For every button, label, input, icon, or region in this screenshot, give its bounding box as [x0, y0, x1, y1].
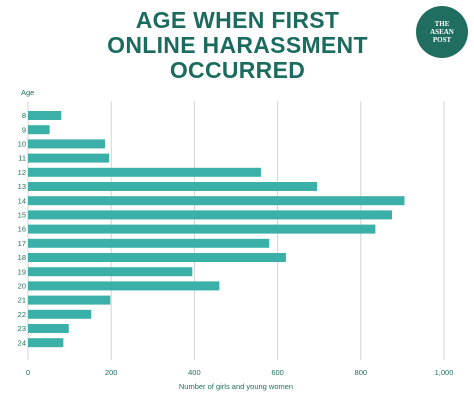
bar-age-23	[28, 324, 69, 333]
bars	[28, 111, 405, 348]
y-tick-label: 11	[18, 154, 26, 163]
y-tick-label: 12	[18, 168, 26, 177]
title-line-2: ONLINE HARASSMENT	[107, 32, 368, 58]
x-tick-labels: 0 200 400 600 800 1,000	[26, 368, 453, 377]
bar-age-21	[28, 295, 111, 305]
x-axis-label: Number of girls and young women	[179, 382, 293, 391]
y-tick-label: 20	[18, 282, 26, 291]
title-line-3: OCCURRED	[169, 57, 306, 83]
y-tick-label: 16	[18, 225, 26, 234]
y-tick-label: 24	[18, 338, 26, 347]
bar-age-19	[28, 267, 193, 277]
x-tick-label: 200	[105, 368, 118, 377]
logo-line-2: ASEAN	[430, 28, 454, 36]
chart-title: AGE WHEN FIRST ONLINE HARASSMENT OCCURRE…	[60, 8, 415, 83]
y-tick-label: 9	[22, 125, 26, 134]
y-tick-label: 22	[18, 310, 26, 319]
bar-age-13	[28, 182, 318, 191]
y-tick-label: 23	[18, 324, 26, 333]
bar-age-18	[28, 253, 286, 262]
asean-post-logo: THE ASEAN POST	[416, 6, 468, 58]
y-tick-label: 14	[18, 196, 26, 205]
logo-text: THE ASEAN POST	[416, 20, 468, 44]
y-axis-label: Age	[21, 88, 34, 97]
y-tick-labels: 8 9 10 11 12 13 14 15 16 17 18 19 20 21 22 23 24	[18, 111, 26, 347]
logo-line-1: THE	[434, 20, 450, 28]
x-tick-label: 600	[271, 368, 284, 377]
bar-age-16	[28, 224, 376, 234]
y-tick-label: 15	[18, 211, 26, 220]
bar-age-11	[28, 153, 110, 163]
bar-age-12	[28, 167, 261, 177]
logo-line-3: POST	[432, 36, 452, 44]
bar-age-22	[28, 309, 92, 319]
y-tick-label: 21	[18, 296, 26, 305]
bar-age-8	[28, 111, 62, 120]
bar-age-15	[28, 210, 392, 220]
bar-age-10	[28, 139, 105, 149]
x-tick-label: 800	[355, 368, 368, 377]
y-tick-label: 18	[18, 253, 26, 262]
y-tick-label: 19	[18, 267, 26, 276]
y-tick-label: 13	[18, 182, 26, 191]
x-tick-label: 400	[188, 368, 201, 377]
title-line-1: AGE WHEN FIRST	[135, 7, 340, 33]
bar-age-17	[28, 238, 270, 248]
y-tick-label: 10	[18, 140, 26, 149]
y-tick-label: 17	[18, 239, 26, 248]
bar-age-9	[28, 125, 50, 135]
bar-age-24	[28, 338, 64, 348]
x-tick-label: 1,000	[435, 368, 454, 377]
x-tick-label: 0	[26, 368, 30, 377]
bar-age-14	[28, 196, 405, 206]
bar-age-20	[28, 281, 220, 291]
y-tick-label: 8	[22, 111, 26, 120]
